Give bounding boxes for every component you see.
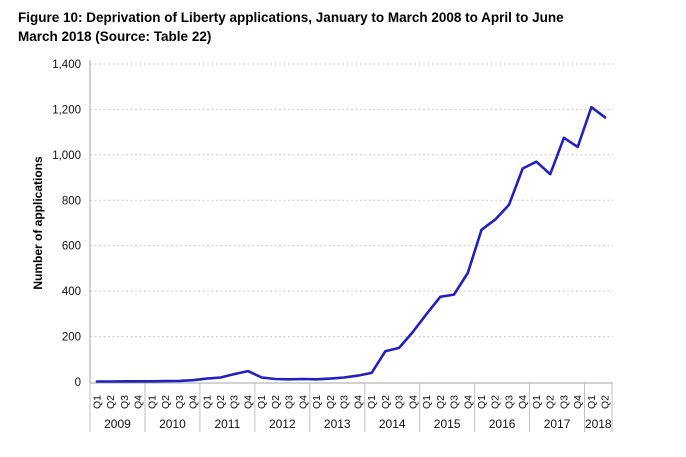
x-axis-quarter-label: Q3 [119, 395, 131, 409]
x-axis-quarter-label: Q4 [188, 395, 200, 409]
y-axis-tick-label: 1,200 [52, 104, 81, 116]
x-axis-quarter-label: Q3 [339, 395, 351, 409]
y-axis-tick-label: 200 [62, 332, 81, 344]
x-axis-quarter-label: Q1 [366, 395, 378, 409]
x-axis-quarter-label: Q2 [600, 395, 612, 409]
x-axis-year-label: 2011 [214, 417, 240, 431]
x-axis-quarter-label: Q1 [531, 395, 543, 409]
x-axis-year-label: 2014 [379, 417, 406, 431]
x-axis-year-label: 2017 [544, 417, 571, 431]
gridlines-group [90, 63, 613, 338]
x-axis-quarter-label: Q1 [256, 395, 268, 409]
x-axis-quarter-label: Q2 [105, 395, 117, 409]
x-axis-quarter-label: Q1 [146, 395, 158, 409]
x-axis-quarter-label: Q3 [503, 395, 515, 409]
x-axis-quarter-label: Q1 [311, 395, 323, 409]
y-axis-tick-label: 600 [62, 241, 81, 253]
x-axis-quarter-label: Q4 [462, 395, 474, 409]
x-axis-quarter-label: Q4 [297, 395, 309, 409]
x-axis-year-label: 2012 [269, 417, 296, 431]
x-axis-quarter-label: Q2 [325, 395, 337, 409]
x-axis-quarter-label: Q3 [394, 395, 406, 409]
x-axis-quarter-label: Q2 [270, 395, 282, 409]
data-series-line [95, 105, 607, 383]
x-axis-year-label: 2010 [159, 417, 186, 431]
x-axis-quarter-label: Q2 [435, 395, 447, 409]
x-axis-quarter-label: Q1 [201, 395, 213, 409]
x-axis-quarter-label: Q3 [449, 395, 461, 409]
x-axis-year-label: 2013 [324, 417, 351, 431]
x-axis-quarter-label: Q4 [407, 395, 419, 409]
x-axis-quarter-label: Q4 [133, 395, 145, 409]
x-axis-quarter-label: Q2 [490, 395, 502, 409]
series-group [95, 105, 607, 383]
y-axis-tick-label: 0 [75, 377, 81, 389]
x-axis-quarter-label: Q4 [572, 395, 584, 409]
x-axis-quarter-label: Q2 [215, 395, 227, 409]
x-axis-quarter-label: Q1 [586, 395, 598, 409]
y-axis-tick-label: 1,000 [52, 150, 81, 162]
x-axis-quarter-label: Q4 [352, 395, 364, 409]
y-axis-tick-label: 800 [62, 195, 81, 207]
x-axis-quarter-label: Q4 [242, 395, 254, 409]
x-axis-year-label: 2009 [104, 417, 131, 431]
x-axis-year-label: 2016 [489, 417, 516, 431]
x-axis-year-label: 2015 [434, 417, 461, 431]
x-axis-quarter-label: Q3 [174, 395, 186, 409]
figure-title: Figure 10: Deprivation of Liberty applic… [18, 8, 674, 46]
x-axis-quarter-label: Q3 [229, 395, 241, 409]
x-axis-quarter-label: Q1 [476, 395, 488, 409]
y-axis-tick-label: 400 [62, 286, 81, 298]
figure-title-line1: Figure 10: Deprivation of Liberty applic… [18, 10, 564, 25]
axes-group [89, 60, 613, 432]
x-axis-quarter-label: Q4 [517, 395, 529, 409]
y-axis-tick-label: 1,400 [52, 59, 81, 71]
x-axis-quarter-label: Q3 [558, 395, 570, 409]
x-axis-quarter-label: Q1 [421, 395, 433, 409]
x-axis-quarter-label: Q2 [545, 395, 557, 409]
y-axis-title: Number of applications [31, 156, 45, 290]
x-axis-quarter-label: Q3 [284, 395, 296, 409]
x-axis-quarter-label: Q2 [160, 395, 172, 409]
x-axis-year-label: 2018 [585, 417, 612, 431]
x-axis-quarter-label: Q1 [91, 395, 103, 409]
x-axis-quarter-label: Q2 [380, 395, 392, 409]
figure-title-line2: March 2018 (Source: Table 22) [18, 29, 212, 44]
